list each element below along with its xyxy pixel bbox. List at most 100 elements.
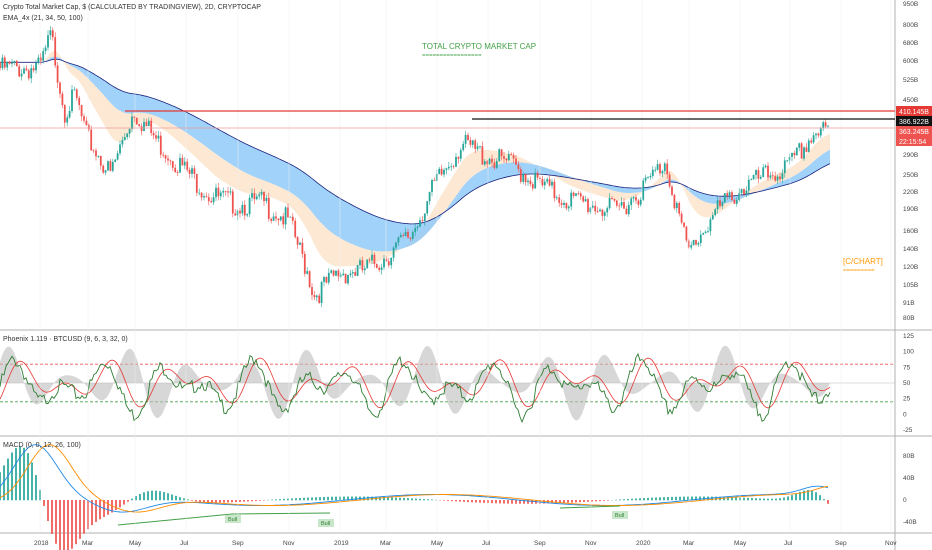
macd-histogram-bar <box>571 500 573 503</box>
macd-histogram-bar <box>759 498 761 501</box>
candle-body <box>296 237 299 245</box>
candle-body <box>555 197 558 199</box>
candle-body <box>411 232 414 239</box>
candle-body <box>176 172 179 173</box>
watermark-text: [C/CHART] <box>843 257 883 266</box>
candle-body <box>479 146 481 148</box>
candle-body <box>507 154 510 161</box>
candle-body <box>371 254 373 261</box>
candle-body <box>260 191 263 195</box>
macd-histogram-bar <box>575 500 577 503</box>
candle-body <box>291 216 294 221</box>
macd-histogram-bar <box>239 500 241 502</box>
candle-body <box>171 161 174 168</box>
time-axis-tick: Mar <box>82 540 94 547</box>
macd-histogram-bar <box>519 500 521 504</box>
time-axis-tick: Jul <box>784 540 793 547</box>
candle-body <box>383 258 385 268</box>
candle-body <box>815 133 817 136</box>
macd-histogram-bar <box>467 500 469 503</box>
candle-body <box>419 220 421 227</box>
candle-body <box>423 213 426 222</box>
price-tag-black <box>896 116 932 126</box>
candle-body <box>95 150 97 157</box>
osc-green-line <box>0 352 831 424</box>
candle-body <box>179 157 181 173</box>
candle-body <box>363 268 366 271</box>
candle-body <box>236 210 239 216</box>
candle-body <box>779 176 781 180</box>
candle-body <box>380 267 383 270</box>
macd-histogram-bar <box>59 500 61 550</box>
candle-body <box>342 273 345 276</box>
price-axis-tick: 950B <box>903 1 918 8</box>
candle-body <box>78 97 81 106</box>
macd-histogram-bar <box>123 500 125 505</box>
oscillator-axis-tick: 75 <box>903 364 911 371</box>
macd-histogram-bar <box>403 497 405 501</box>
candle-body <box>743 189 745 194</box>
candle-body <box>447 166 450 169</box>
candle-body <box>231 191 234 214</box>
candle-body <box>253 193 256 200</box>
candle-body <box>457 156 460 159</box>
candle-body <box>277 218 280 221</box>
candle-body <box>431 180 433 193</box>
candle-body <box>152 133 155 136</box>
candle-body <box>704 231 707 234</box>
time-axis-tick: Sep <box>835 540 847 547</box>
price-layer <box>0 26 831 308</box>
candle-body <box>164 155 167 159</box>
time-axis-tick: Sep <box>534 540 546 547</box>
candle-body <box>195 174 198 193</box>
macd-histogram-bar <box>451 500 453 502</box>
main-pane[interactable] <box>0 0 895 330</box>
candle-body <box>803 147 805 159</box>
macd-histogram-bar <box>191 500 193 501</box>
candle-body <box>467 134 469 140</box>
candle-body <box>481 146 484 165</box>
candle-body <box>428 192 431 202</box>
macd-histogram-bar <box>315 497 317 501</box>
price-tag-red <box>896 106 932 116</box>
macd-histogram-bar <box>755 498 757 501</box>
candle-body <box>330 270 333 273</box>
macd-histogram-bar <box>143 492 145 501</box>
time-axis-tick: 2019 <box>334 540 349 547</box>
candle-body <box>618 205 621 207</box>
bull-marker-3[interactable] <box>612 511 628 519</box>
candle-body <box>284 207 287 225</box>
macd-histogram-bar <box>563 500 565 503</box>
macd-histogram-bar <box>35 475 37 501</box>
macd-histogram-bar <box>527 500 529 504</box>
macd-histogram-bar <box>431 499 433 501</box>
candle-body <box>714 209 717 216</box>
macd-histogram-bar <box>823 499 825 501</box>
macd-histogram-bar <box>115 500 117 511</box>
candle-body <box>335 270 337 276</box>
bull-marker-2[interactable] <box>318 519 334 527</box>
macd-histogram-bar <box>395 497 397 501</box>
macd-histogram-bar <box>303 497 305 501</box>
candle-body <box>822 122 825 129</box>
candle-body <box>73 89 76 91</box>
candle-body <box>731 192 733 201</box>
macd-histogram-bar <box>523 500 525 504</box>
candle-body <box>169 160 172 162</box>
macd-histogram-bar <box>619 499 621 501</box>
price-axis-tick: 600B <box>903 58 918 65</box>
macd-signal-line <box>0 444 829 513</box>
candle-body <box>661 171 664 174</box>
indicator-label: EMA_4x (21, 34, 50, 100) <box>3 15 83 22</box>
candle-body <box>23 68 25 74</box>
macd-histogram-bar <box>419 498 421 501</box>
candle-body <box>620 202 623 206</box>
macd-histogram-bar <box>691 496 693 501</box>
macd-histogram-bar <box>227 500 229 503</box>
candle-body <box>289 216 292 218</box>
bull-marker-1[interactable] <box>225 515 241 523</box>
candle-body <box>524 174 527 183</box>
macd-histogram-bar <box>7 458 9 501</box>
candle-body <box>385 258 388 262</box>
candle-body <box>229 191 232 193</box>
